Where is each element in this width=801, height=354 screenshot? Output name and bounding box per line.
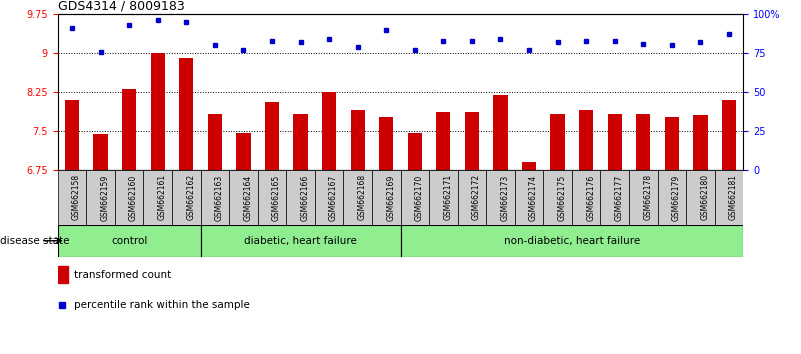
Text: diabetic, heart failure: diabetic, heart failure [244, 236, 357, 246]
Bar [686, 170, 714, 225]
Text: GSM662175: GSM662175 [557, 174, 566, 221]
Bar [665, 117, 679, 170]
Text: GSM662181: GSM662181 [729, 174, 738, 220]
Bar [94, 133, 107, 170]
Bar [601, 170, 629, 225]
Bar [265, 102, 279, 170]
Bar [437, 112, 450, 170]
Text: GSM662173: GSM662173 [501, 174, 509, 221]
Text: GSM662177: GSM662177 [615, 174, 624, 221]
Bar [572, 170, 601, 225]
Bar [229, 170, 258, 225]
Bar [351, 110, 364, 170]
Bar [379, 117, 393, 170]
Bar [344, 170, 372, 225]
Bar [200, 225, 400, 257]
Bar [486, 170, 515, 225]
Text: GSM662165: GSM662165 [272, 174, 281, 221]
Text: GSM662178: GSM662178 [643, 174, 652, 221]
Text: GSM662166: GSM662166 [300, 174, 309, 221]
Bar [58, 266, 67, 283]
Bar [87, 170, 115, 225]
Text: GSM662161: GSM662161 [158, 174, 167, 221]
Bar [714, 170, 743, 225]
Text: GSM662159: GSM662159 [101, 174, 110, 221]
Bar [465, 112, 479, 170]
Bar [286, 170, 315, 225]
Text: GSM662158: GSM662158 [72, 174, 81, 221]
Text: non-diabetic, heart failure: non-diabetic, heart failure [504, 236, 640, 246]
Text: percentile rank within the sample: percentile rank within the sample [74, 300, 250, 310]
Bar [372, 170, 400, 225]
Bar [293, 114, 308, 170]
Bar [522, 162, 536, 170]
Bar [179, 58, 193, 170]
Text: GSM662168: GSM662168 [358, 174, 367, 221]
Bar [172, 170, 200, 225]
Bar [315, 170, 344, 225]
Bar [543, 170, 572, 225]
Bar [151, 53, 165, 170]
Bar [493, 95, 508, 170]
Bar [258, 170, 286, 225]
Bar [515, 170, 543, 225]
Text: GSM662167: GSM662167 [329, 174, 338, 221]
Text: disease state: disease state [0, 236, 70, 246]
Bar [115, 170, 143, 225]
Text: control: control [111, 236, 147, 246]
Bar [65, 100, 79, 170]
Bar [408, 132, 422, 170]
Text: GSM662162: GSM662162 [186, 174, 195, 221]
Text: transformed count: transformed count [74, 270, 171, 280]
Text: GSM662179: GSM662179 [672, 174, 681, 221]
Bar [236, 132, 251, 170]
Bar [694, 115, 707, 170]
Bar [207, 114, 222, 170]
Text: GSM662163: GSM662163 [215, 174, 223, 221]
Text: GSM662160: GSM662160 [129, 174, 138, 221]
Text: GSM662171: GSM662171 [444, 174, 453, 221]
Text: GSM662176: GSM662176 [586, 174, 595, 221]
Bar [636, 114, 650, 170]
Text: GSM662172: GSM662172 [472, 174, 481, 221]
Bar [629, 170, 658, 225]
Text: GSM662164: GSM662164 [244, 174, 252, 221]
Bar [579, 110, 594, 170]
Text: GSM662170: GSM662170 [415, 174, 424, 221]
Bar [322, 92, 336, 170]
Text: GSM662180: GSM662180 [700, 174, 710, 221]
Bar [122, 90, 136, 170]
Bar [143, 170, 172, 225]
Bar [658, 170, 686, 225]
Bar [457, 170, 486, 225]
Bar [400, 170, 429, 225]
Bar [200, 170, 229, 225]
Bar [58, 170, 87, 225]
Bar [608, 114, 622, 170]
Text: GSM662174: GSM662174 [529, 174, 538, 221]
Bar [722, 100, 736, 170]
Bar [550, 114, 565, 170]
Bar [400, 225, 743, 257]
Text: GSM662169: GSM662169 [386, 174, 395, 221]
Bar [429, 170, 457, 225]
Text: GDS4314 / 8009183: GDS4314 / 8009183 [58, 0, 184, 13]
Bar [58, 225, 200, 257]
